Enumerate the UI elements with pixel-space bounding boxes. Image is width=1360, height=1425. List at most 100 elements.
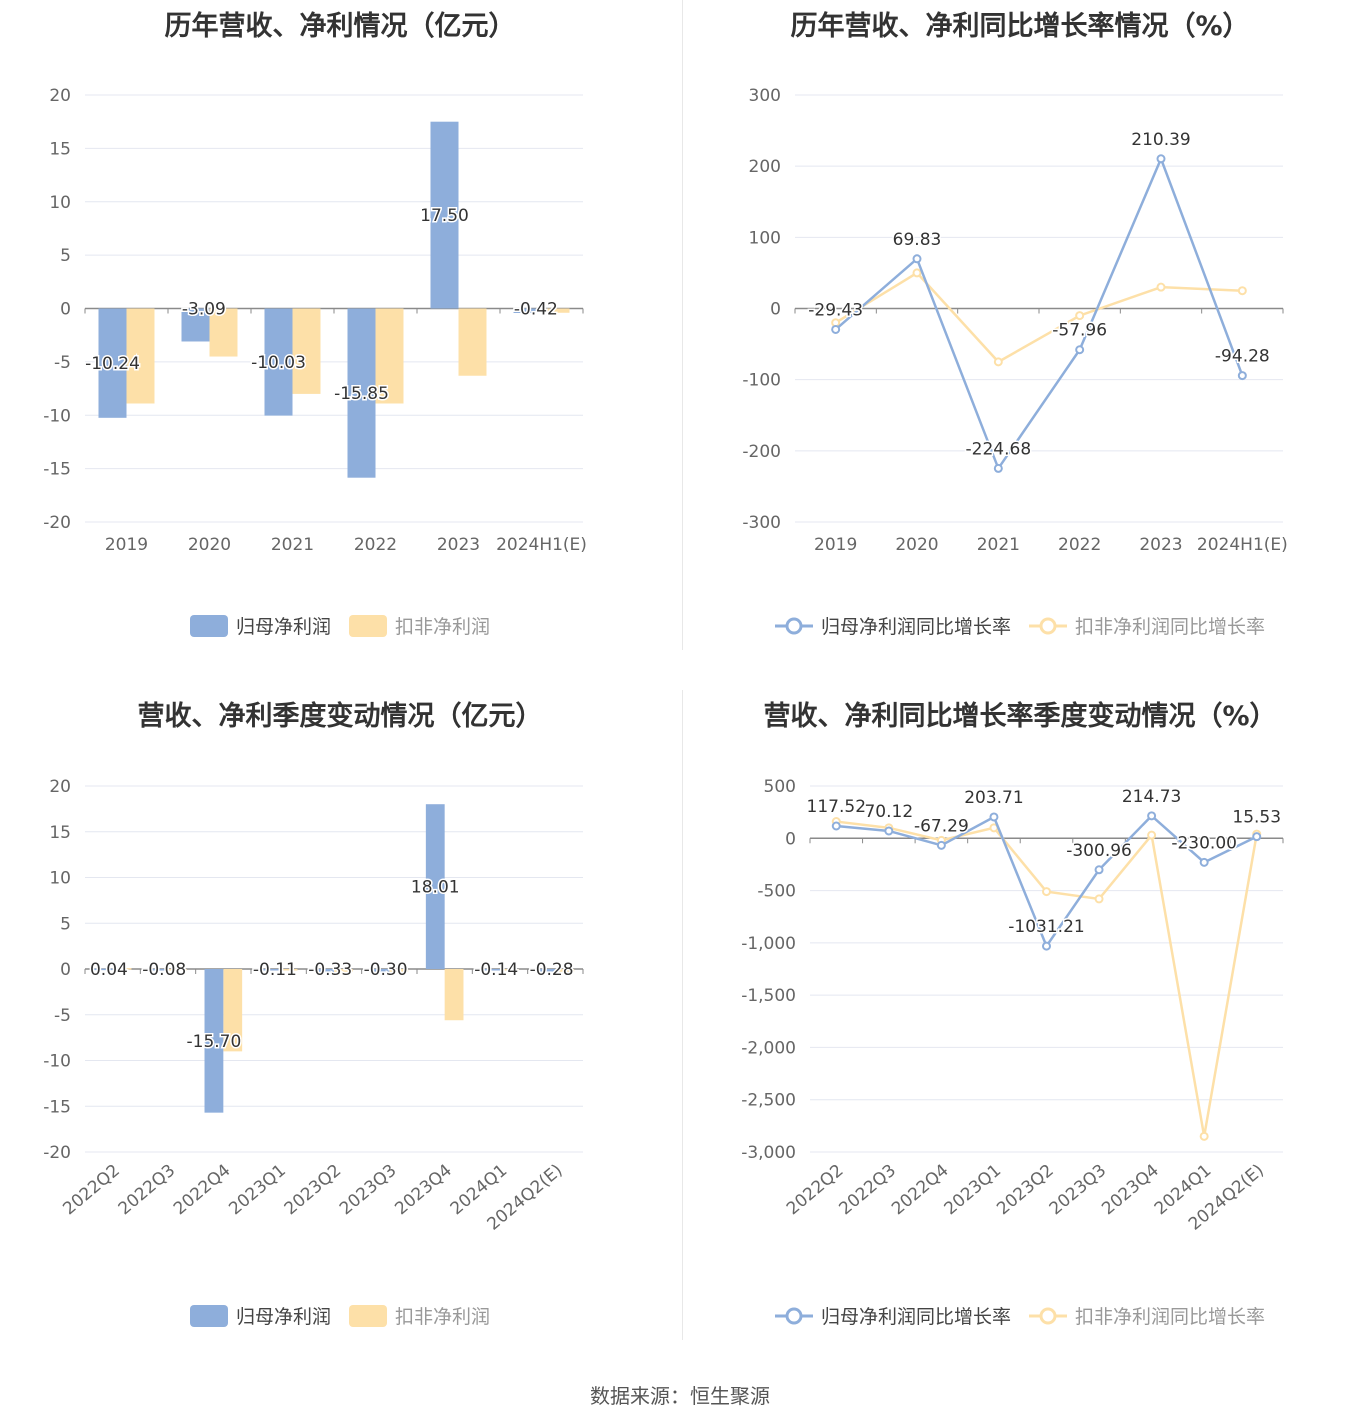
- y-tick-label: 5: [60, 914, 71, 934]
- bar-series1: [536, 969, 556, 972]
- y-tick-label: 20: [49, 86, 71, 106]
- legend-item-series2[interactable]: 扣非净利润: [349, 612, 490, 639]
- x-tick-label: 2023Q3: [336, 1161, 401, 1220]
- y-tick-label: -100: [742, 371, 781, 391]
- data-label: -10.24: [85, 354, 140, 374]
- legend-item-series2[interactable]: 扣非净利润同比增长率: [1029, 612, 1265, 639]
- x-tick-label: 2023Q2: [281, 1161, 346, 1220]
- y-tick-label: -1,000: [741, 934, 796, 954]
- legend-item-series2[interactable]: 扣非净利润: [349, 1302, 490, 1329]
- bar-series1: [259, 969, 279, 971]
- x-tick-label: 2023Q2: [993, 1161, 1058, 1220]
- legend: 归母净利润同比增长率 扣非净利润同比增长率: [680, 612, 1360, 639]
- data-label: -0.42: [514, 300, 558, 320]
- bar-series1: [264, 308, 293, 416]
- bar-series1: [315, 969, 334, 973]
- legend-item-series2[interactable]: 扣非净利润同比增长率: [1029, 1302, 1265, 1329]
- point-series1: [993, 463, 1003, 473]
- point-series2: [1237, 286, 1247, 296]
- point-series1: [831, 821, 841, 831]
- chart-quarterly-profit: 20151050-5-10-15-202022Q22022Q32022Q4202…: [43, 777, 584, 1235]
- legend-item-series1[interactable]: 归母净利润: [189, 1302, 331, 1329]
- data-label: 214.73: [1122, 787, 1181, 807]
- point-series2: [1156, 282, 1166, 292]
- chart-annual-profit: 20 15 10 5 0 -5 -10 -15 -20 2019 2020 2021 2022 2023 2…: [43, 86, 587, 555]
- bar-series1: [481, 969, 500, 971]
- point-series2: [1147, 830, 1157, 840]
- chart-panel-quarterly-profit: 营收、净利季度变动情况（亿元） 20 15 10 5 0 -5 -10 -15 -20 2022Q…: [0, 690, 680, 1380]
- y-tick-label: 0: [785, 829, 796, 849]
- data-label: -0.08: [142, 960, 186, 980]
- y-tick-label: 0: [60, 300, 71, 320]
- data-label: 70.12: [864, 802, 913, 822]
- data-label: 210.39: [1131, 130, 1190, 150]
- bar-series2: [334, 969, 353, 972]
- y-tick-label: 20: [49, 777, 71, 797]
- bar-series2: [223, 969, 243, 1052]
- x-tick-label: 2024H1(E): [496, 535, 587, 555]
- bar-series1: [181, 308, 210, 342]
- x-tick-label: 2023Q3: [1046, 1161, 1111, 1220]
- bar-series1: [98, 308, 127, 418]
- bar-series2: [541, 308, 570, 313]
- bar-series1: [425, 804, 445, 969]
- x-tick-label: 2023Q1: [941, 1161, 1006, 1220]
- legend-item-series1[interactable]: 归母净利润: [189, 612, 331, 639]
- legend-label: 归母净利润: [235, 1306, 331, 1328]
- x-tick-label: 2020: [895, 535, 938, 555]
- point-series2: [993, 357, 1003, 367]
- point-series1: [912, 254, 922, 264]
- legend-swatch: [774, 1307, 813, 1324]
- y-tick-label: -15: [43, 1097, 71, 1117]
- legend-item-series1[interactable]: 归母净利润同比增长率: [774, 612, 1011, 639]
- bar-series2: [278, 969, 298, 971]
- data-label: -10.03: [251, 353, 306, 373]
- y-tick-label: 100: [749, 228, 781, 248]
- divider-bottom: [682, 690, 683, 1340]
- legend: 归母净利润 扣非净利润: [0, 1302, 680, 1329]
- data-label: -0.28: [530, 960, 574, 980]
- bar-series1: [204, 969, 224, 1113]
- legend-item-series1[interactable]: 归母净利润同比增长率: [774, 1302, 1011, 1329]
- legend-label: 扣非净利润同比增长率: [1075, 616, 1266, 638]
- x-tick-label: 2023: [437, 535, 480, 555]
- x-tick-label: 2021: [271, 535, 314, 555]
- data-label: -29.43: [808, 300, 863, 320]
- data-label: -94.28: [1215, 347, 1270, 367]
- data-label: -224.68: [966, 439, 1032, 459]
- data-label: -0.11: [253, 960, 297, 980]
- legend-label: 扣非净利润同比增长率: [1075, 1306, 1266, 1328]
- y-tick-label: -2,500: [741, 1091, 796, 1111]
- legend: 归母净利润 扣非净利润: [0, 612, 680, 639]
- y-tick-label: 10: [49, 193, 71, 213]
- y-tick-label: 5: [60, 246, 71, 266]
- data-label: 17.50: [420, 206, 469, 226]
- y-tick-label: 15: [49, 823, 71, 843]
- point-series2: [912, 268, 922, 278]
- x-tick-label: 2021: [977, 535, 1020, 555]
- bar-series2: [555, 969, 575, 972]
- y-tick-label: -5: [54, 1006, 71, 1026]
- data-label: -0.30: [364, 960, 408, 980]
- x-tick-label: 2023Q4: [1098, 1161, 1163, 1220]
- data-label: 0.04: [90, 960, 128, 980]
- data-label: -15.70: [187, 1032, 242, 1052]
- data-label: 18.01: [411, 878, 460, 898]
- chart-title: 历年营收、净利同比增长率情况（%）: [790, 11, 1250, 42]
- bar-series2: [375, 308, 404, 404]
- legend-swatch: [189, 614, 228, 637]
- x-tick-label: 2022: [1058, 535, 1101, 555]
- point-series1: [936, 840, 946, 850]
- y-tick-label: -15: [43, 460, 71, 480]
- y-tick-label: 300: [749, 86, 781, 106]
- data-label: -1031.21: [1008, 917, 1084, 937]
- bar-series1: [430, 121, 459, 309]
- x-tick-label: 2022Q4: [888, 1161, 953, 1220]
- data-label: 15.53: [1232, 808, 1281, 828]
- bar-series2: [500, 969, 519, 971]
- chart-annual-growth: 300 200 100 0 -100 -200 -300 2019 2020 2021 2022 20…: [742, 86, 1287, 555]
- chart-quarterly-growth: 5000-500-1,000-1,500-2,000-2,500-3,00020…: [741, 777, 1284, 1235]
- x-tick-label: 2019: [814, 535, 857, 555]
- point-series1: [831, 324, 841, 334]
- y-tick-label: -20: [43, 513, 71, 533]
